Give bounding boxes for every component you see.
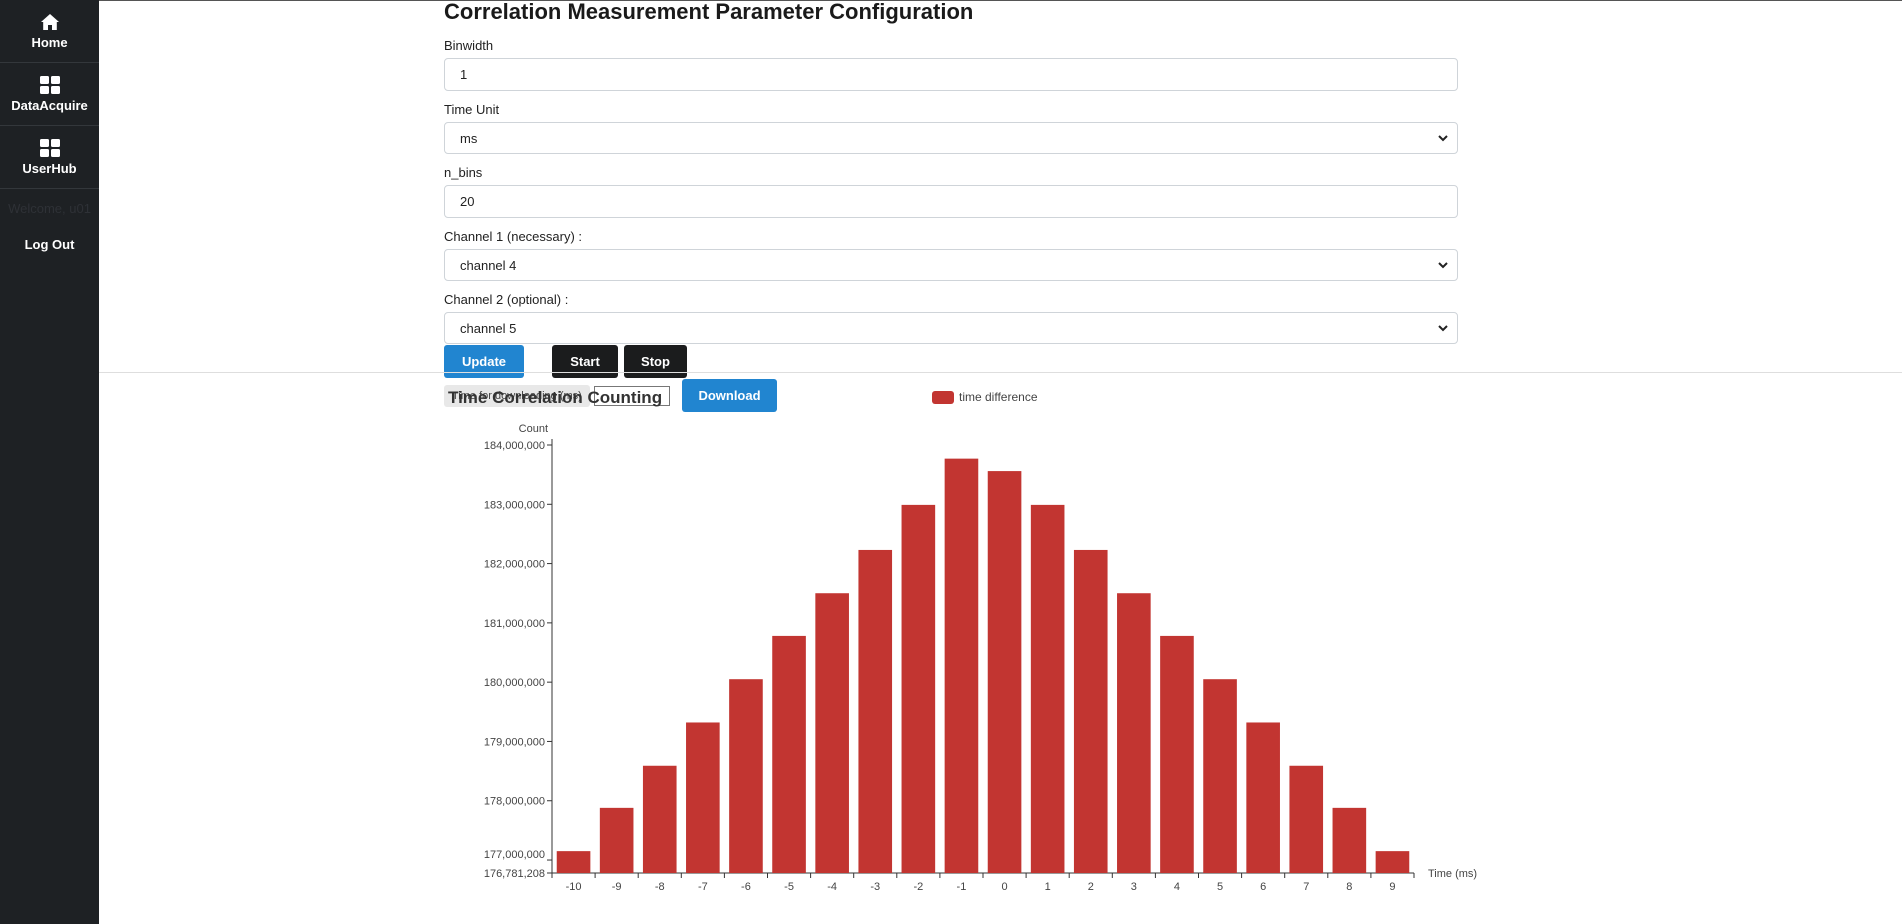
- bar: [1117, 593, 1151, 873]
- sidebar-item-userhub[interactable]: UserHub: [0, 126, 99, 189]
- top-divider: [99, 0, 1902, 1]
- update-button[interactable]: Update: [444, 345, 524, 378]
- chevron-down-icon: [1437, 132, 1449, 147]
- y-tick-label: 178,000,000: [484, 796, 545, 808]
- x-axis-title: Time (ms): [1428, 868, 1477, 880]
- bar: [599, 807, 634, 873]
- y-axis-title: Count: [519, 423, 548, 435]
- n-bins-input[interactable]: [444, 185, 1458, 218]
- bar: [729, 679, 763, 873]
- y-tick-label: 183,000,000: [484, 499, 545, 511]
- x-tick-label: 4: [1174, 881, 1180, 893]
- y-tick-label: 181,000,000: [484, 618, 545, 630]
- x-tick-label: 2: [1088, 881, 1094, 893]
- bar: [1073, 549, 1108, 873]
- legend-swatch: [932, 390, 954, 404]
- x-tick-label: 5: [1217, 881, 1223, 893]
- x-tick-label: -6: [741, 881, 751, 893]
- chevron-down-icon: [1437, 259, 1449, 274]
- welcome-text: Welcome, u01: [8, 200, 91, 216]
- page-title: Correlation Measurement Parameter Config…: [444, 0, 974, 24]
- time-unit-label: Time Unit: [444, 102, 500, 117]
- time-unit-select[interactable]: ms: [444, 122, 1458, 154]
- sidebar-item-label: DataAcquire: [11, 98, 88, 113]
- download-time-input[interactable]: [594, 385, 670, 406]
- x-tick-label: 8: [1346, 881, 1352, 893]
- y-tick-label: 184,000,000: [484, 440, 545, 452]
- channel1-select[interactable]: channel 4: [444, 249, 1458, 281]
- x-tick-label: -8: [655, 881, 665, 893]
- x-tick-label: -1: [957, 881, 967, 893]
- x-tick-label: -4: [827, 881, 837, 893]
- x-tick-label: 7: [1303, 881, 1309, 893]
- bar: [556, 851, 591, 873]
- y-tick-label: 179,000,000: [484, 736, 545, 748]
- x-tick-label: -10: [566, 881, 582, 893]
- grid-icon: [39, 75, 60, 95]
- correlation-chart: Time Correlation Counting time differenc…: [444, 380, 1504, 900]
- x-tick-label: -2: [913, 881, 923, 893]
- bar: [858, 549, 893, 873]
- chart-canvas: Count Time (ms) 176,781,208 177,000,000 178,…: [484, 423, 1477, 893]
- bar: [1375, 851, 1410, 873]
- bar: [686, 722, 720, 873]
- channel1-label: Channel 1 (necessary) :: [444, 229, 583, 244]
- chart-legend[interactable]: time difference: [932, 390, 1038, 404]
- sidebar-item-dataacquire[interactable]: DataAcquire: [0, 63, 99, 126]
- n-bins-label: n_bins: [444, 165, 483, 180]
- y-tick-label: 176,781,208: [484, 868, 545, 880]
- channel2-label: Channel 2 (optional) :: [444, 292, 569, 307]
- bar: [944, 458, 979, 873]
- time-unit-value: ms: [460, 130, 478, 146]
- binwidth-input[interactable]: [444, 58, 1458, 91]
- channel2-value: channel 5: [460, 320, 517, 336]
- x-tick-label: 1: [1045, 881, 1051, 893]
- bar: [1246, 722, 1280, 873]
- bar: [642, 765, 677, 873]
- bar: [815, 593, 849, 873]
- download-button[interactable]: Download: [682, 379, 777, 412]
- y-tick-label: 182,000,000: [484, 559, 545, 571]
- x-tick-label: 6: [1260, 881, 1266, 893]
- sidebar-item-home[interactable]: Home: [0, 0, 99, 63]
- x-tick-label: -5: [784, 881, 794, 893]
- stop-button[interactable]: Stop: [624, 345, 687, 378]
- bar: [1160, 635, 1194, 873]
- bar: [772, 635, 806, 873]
- bar: [901, 504, 936, 873]
- y-tick-label: 180,000,000: [484, 677, 545, 689]
- binwidth-label: Binwidth: [444, 38, 494, 53]
- x-tick-label: -7: [698, 881, 708, 893]
- sidebar-item-label: Home: [31, 35, 68, 50]
- chevron-down-icon: [1437, 322, 1449, 337]
- home-icon: [40, 12, 60, 32]
- bar: [1289, 765, 1324, 873]
- download-row: Time for downloading (ms) Download: [444, 379, 1458, 412]
- x-tick-label: 9: [1389, 881, 1395, 893]
- parameter-form: Correlation Measurement Parameter Config…: [444, 0, 1458, 412]
- logout-link[interactable]: Log Out: [24, 236, 75, 252]
- action-buttons: Update Start Stop: [444, 345, 1458, 378]
- section-divider: [99, 372, 1902, 373]
- x-tick-label: -9: [612, 881, 622, 893]
- sidebar: Home DataAcquire UserHub Welcome, u01 Lo…: [0, 0, 99, 924]
- legend-label: time difference: [959, 390, 1038, 404]
- x-tick-label: -3: [870, 881, 880, 893]
- x-tick-label: 3: [1131, 881, 1137, 893]
- bar: [987, 471, 1022, 873]
- bar: [1030, 504, 1065, 873]
- y-tick-label: 177,000,000: [484, 849, 545, 861]
- x-tick-label: 0: [1001, 881, 1007, 893]
- channel1-value: channel 4: [460, 257, 517, 273]
- chart-title: Time Correlation Counting: [448, 388, 663, 407]
- start-button[interactable]: Start: [552, 345, 618, 378]
- bar: [1203, 679, 1237, 873]
- sidebar-item-label: UserHub: [22, 161, 77, 176]
- channel2-select[interactable]: channel 5: [444, 312, 1458, 344]
- grid-icon: [39, 138, 60, 158]
- download-time-label: Time for downloading (ms): [444, 384, 590, 407]
- bar: [1332, 807, 1367, 873]
